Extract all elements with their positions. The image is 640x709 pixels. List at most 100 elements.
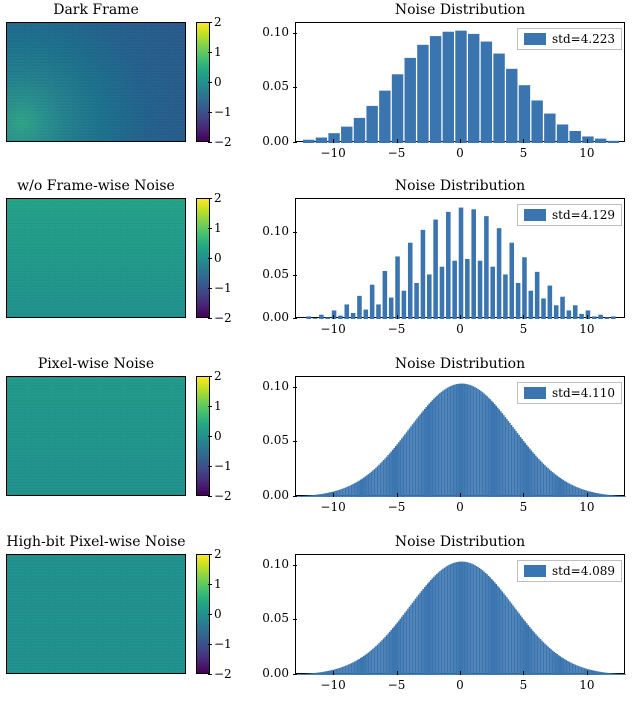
colorbar-tick-label: −1 bbox=[214, 637, 232, 651]
legend: std=4.223 bbox=[517, 28, 622, 50]
x-tick-mark bbox=[333, 139, 334, 143]
colorbar-ticks: −2−1012 bbox=[214, 22, 244, 142]
y-axis-ticks: 0.000.050.10 bbox=[255, 22, 293, 142]
x-tick-mark bbox=[523, 315, 524, 319]
noise-texture bbox=[7, 23, 185, 141]
noise-texture bbox=[7, 199, 185, 317]
y-tick-label: 0.10 bbox=[255, 557, 289, 571]
x-axis-ticks: −10 −5 0 5 10 bbox=[295, 144, 625, 162]
y-tick-mark bbox=[293, 142, 297, 143]
x-tick-mark bbox=[460, 315, 461, 319]
histogram-title: Noise Distribution bbox=[295, 534, 625, 550]
x-tick-label: −5 bbox=[379, 322, 415, 336]
x-tick-mark bbox=[333, 493, 334, 497]
x-tick-label: −10 bbox=[315, 322, 351, 336]
x-tick-mark bbox=[333, 671, 334, 675]
y-tick-label: 0.05 bbox=[255, 611, 289, 625]
x-tick-mark bbox=[333, 315, 334, 319]
x-tick-mark bbox=[460, 493, 461, 497]
x-tick-label: −5 bbox=[379, 500, 415, 514]
image-title: Pixel-wise Noise bbox=[6, 356, 186, 372]
colorbar-ticks: −2−1012 bbox=[214, 376, 244, 496]
colorbar-tick-label: 2 bbox=[214, 547, 222, 561]
colorbar-ticks: −2−1012 bbox=[214, 554, 244, 674]
colorbar-tick-label: 1 bbox=[214, 399, 222, 413]
y-tick-mark bbox=[293, 619, 297, 620]
noise-texture bbox=[7, 377, 185, 495]
x-tick-label: 5 bbox=[505, 678, 541, 692]
image-title: Dark Frame bbox=[6, 2, 186, 18]
colorbar-tick-label: 2 bbox=[214, 369, 222, 383]
x-tick-mark bbox=[523, 671, 524, 675]
y-tick-mark bbox=[293, 496, 297, 497]
x-tick-label: 10 bbox=[569, 146, 605, 160]
histogram-title: Noise Distribution bbox=[295, 356, 625, 372]
y-tick-mark bbox=[293, 441, 297, 442]
image-title: w/o Frame-wise Noise bbox=[6, 178, 186, 194]
y-tick-mark bbox=[293, 674, 297, 675]
y-tick-mark bbox=[293, 565, 297, 566]
x-tick-mark bbox=[397, 315, 398, 319]
x-tick-mark bbox=[587, 671, 588, 675]
x-tick-label: 0 bbox=[442, 146, 478, 160]
y-tick-label: 0.00 bbox=[255, 134, 289, 148]
colorbar-tick-label: 0 bbox=[214, 607, 222, 621]
x-tick-label: 0 bbox=[442, 500, 478, 514]
y-tick-label: 0.00 bbox=[255, 488, 289, 502]
x-tick-label: −10 bbox=[315, 500, 351, 514]
x-tick-mark bbox=[397, 671, 398, 675]
colorbar-tick-label: 2 bbox=[214, 15, 222, 29]
x-tick-mark bbox=[587, 493, 588, 497]
colorbar-tick-label: 1 bbox=[214, 45, 222, 59]
x-tick-label: 5 bbox=[505, 146, 541, 160]
figure: Dark Frame−2−1012Noise Distribution0.000… bbox=[0, 0, 640, 709]
y-tick-mark bbox=[293, 275, 297, 276]
x-tick-mark bbox=[523, 493, 524, 497]
colorbar-tick-label: 1 bbox=[214, 221, 222, 235]
x-tick-label: −10 bbox=[315, 678, 351, 692]
y-tick-mark bbox=[293, 33, 297, 34]
image-title: High-bit Pixel-wise Noise bbox=[6, 534, 186, 550]
y-tick-label: 0.00 bbox=[255, 310, 289, 324]
y-tick-mark bbox=[293, 87, 297, 88]
y-tick-mark bbox=[293, 232, 297, 233]
y-axis-ticks: 0.000.050.10 bbox=[255, 554, 293, 674]
y-tick-label: 0.10 bbox=[255, 25, 289, 39]
legend: std=4.129 bbox=[517, 204, 622, 226]
x-tick-label: 0 bbox=[442, 678, 478, 692]
x-tick-label: 10 bbox=[569, 322, 605, 336]
x-tick-mark bbox=[523, 139, 524, 143]
legend-label: std=4.089 bbox=[552, 564, 615, 578]
y-tick-label: 0.05 bbox=[255, 79, 289, 93]
legend: std=4.089 bbox=[517, 560, 622, 582]
y-tick-mark bbox=[293, 387, 297, 388]
image-panel bbox=[6, 22, 186, 142]
image-panel bbox=[6, 376, 186, 496]
y-tick-label: 0.10 bbox=[255, 224, 289, 238]
y-axis-ticks: 0.000.050.10 bbox=[255, 198, 293, 318]
x-tick-label: 10 bbox=[569, 678, 605, 692]
colorbar-tick-label: −2 bbox=[214, 667, 232, 681]
x-tick-mark bbox=[397, 139, 398, 143]
colorbar-tick-label: −1 bbox=[214, 459, 232, 473]
x-tick-label: −10 bbox=[315, 146, 351, 160]
x-axis-ticks: −10−50510 bbox=[295, 676, 625, 694]
legend-label: std=4.129 bbox=[552, 208, 615, 222]
x-tick-label: 5 bbox=[505, 500, 541, 514]
y-tick-label: 0.05 bbox=[255, 267, 289, 281]
y-tick-mark bbox=[293, 318, 297, 319]
legend: std=4.110 bbox=[517, 382, 622, 404]
x-tick-label: −5 bbox=[379, 146, 415, 160]
legend-swatch bbox=[524, 565, 546, 577]
x-tick-label: 0 bbox=[442, 322, 478, 336]
y-tick-label: 0.10 bbox=[255, 379, 289, 393]
colorbar-ticks: −2−1012 bbox=[214, 198, 244, 318]
y-tick-label: 0.00 bbox=[255, 666, 289, 680]
x-tick-mark bbox=[587, 315, 588, 319]
colorbar-tick-label: 0 bbox=[214, 75, 222, 89]
histogram-title: Noise Distribution bbox=[295, 2, 625, 18]
colorbar-tick-label: 0 bbox=[214, 251, 222, 265]
x-tick-label: 10 bbox=[569, 500, 605, 514]
colorbar-tick-label: −1 bbox=[214, 105, 232, 119]
x-tick-mark bbox=[460, 139, 461, 143]
